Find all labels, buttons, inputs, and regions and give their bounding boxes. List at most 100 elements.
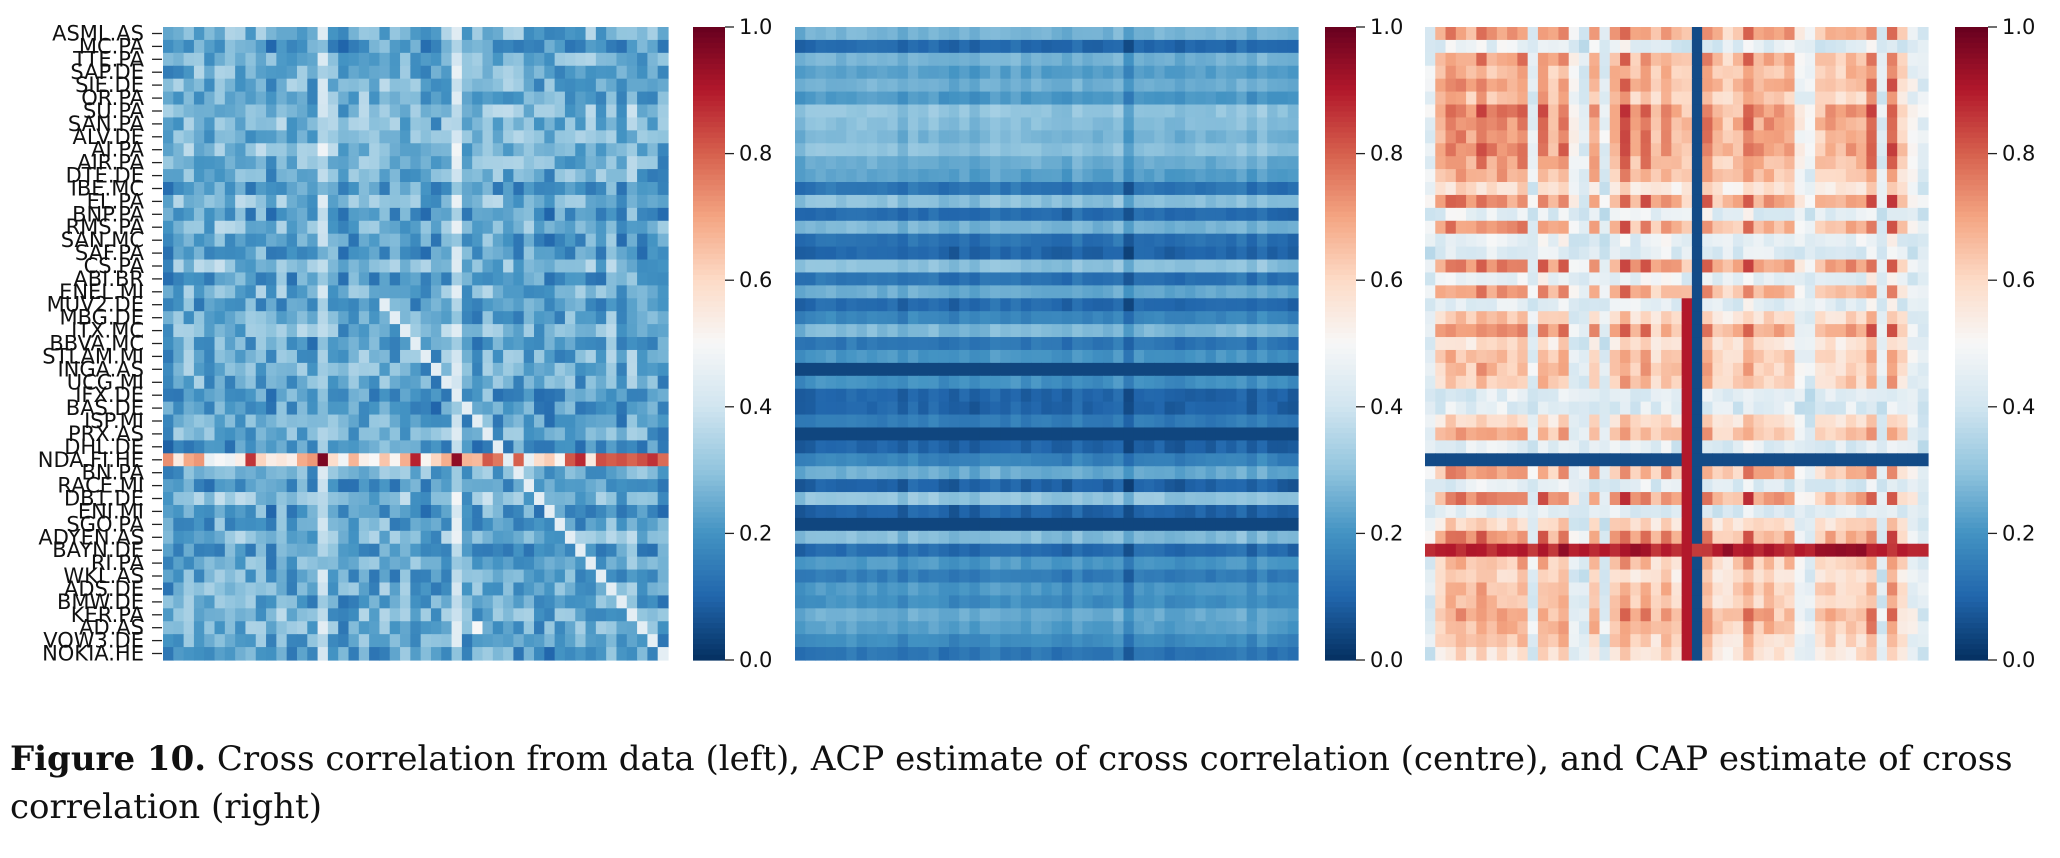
- heatmap-cell: [1267, 582, 1279, 597]
- heatmap-cell: [907, 569, 919, 584]
- heatmap-cell: [805, 272, 817, 286]
- heatmap-cell: [369, 220, 381, 235]
- heatmap-cell: [990, 27, 1001, 41]
- colorbar-segment: [693, 190, 725, 197]
- heatmap-cell: [369, 246, 381, 261]
- colorbar-segment: [693, 570, 725, 577]
- heatmap-cell: [379, 414, 391, 429]
- heatmap-cell: [969, 324, 981, 338]
- heatmap-cell: [235, 362, 247, 377]
- heatmap-cell: [907, 556, 919, 571]
- heatmap-cell: [1031, 556, 1042, 571]
- heatmap-cell: [1123, 78, 1135, 93]
- heatmap-cell: [327, 130, 339, 144]
- heatmap-cell: [1195, 27, 1207, 41]
- heatmap-cell: [1061, 156, 1073, 170]
- heatmap-cell: [1133, 78, 1145, 93]
- heatmap-cell: [554, 298, 566, 312]
- heatmap-cell: [1154, 530, 1166, 545]
- heatmap-cell: [1246, 246, 1258, 261]
- y-tick-label: RMS.PA: [66, 215, 145, 239]
- heatmap-cell: [1144, 401, 1155, 416]
- heatmap-cell: [544, 401, 556, 416]
- heatmap-cell: [482, 207, 494, 222]
- heatmap-cell: [1277, 27, 1289, 41]
- heatmap-cell: [1236, 207, 1248, 222]
- heatmap-cell: [815, 311, 827, 325]
- heatmap-cell: [626, 608, 638, 622]
- heatmap-cell: [235, 634, 247, 648]
- heatmap-cell: [307, 427, 319, 441]
- heatmap-cell: [907, 440, 919, 454]
- heatmap-cell: [1287, 117, 1299, 131]
- heatmap-cell: [461, 453, 473, 467]
- heatmap-cell: [907, 362, 919, 377]
- heatmap-cell: [1195, 233, 1207, 248]
- heatmap-cell: [183, 104, 195, 119]
- heatmap-cell: [193, 595, 205, 609]
- heatmap-cell: [204, 272, 216, 286]
- heatmap-cell: [1246, 530, 1258, 545]
- heatmap-cell: [163, 27, 174, 41]
- heatmap-cell: [1267, 569, 1279, 584]
- heatmap-cell: [626, 39, 638, 54]
- heatmap-cell: [606, 27, 618, 41]
- heatmap-cell: [193, 504, 205, 519]
- heatmap-cell: [616, 569, 628, 584]
- heatmap-cell: [410, 401, 422, 416]
- heatmap-cell: [595, 311, 607, 325]
- heatmap-cell: [1123, 543, 1135, 558]
- heatmap-cell: [255, 324, 267, 338]
- heatmap-cell: [1164, 117, 1176, 131]
- heatmap-cell: [856, 39, 868, 54]
- heatmap-cell: [163, 272, 174, 286]
- heatmap-cell: [1154, 479, 1166, 493]
- heatmap-cell: [877, 466, 888, 480]
- heatmap-cell: [544, 453, 556, 467]
- heatmap-cell: [554, 621, 566, 635]
- heatmap-cell: [877, 233, 888, 248]
- heatmap-cell: [856, 414, 868, 429]
- heatmap-cell: [1072, 298, 1084, 312]
- heatmap-cell: [472, 78, 484, 93]
- y-tick-label: ABI.BR: [73, 267, 144, 291]
- heatmap-cell: [410, 130, 422, 144]
- heatmap-cell: [657, 362, 669, 377]
- heatmap-cell: [286, 453, 298, 467]
- heatmap-cell: [410, 143, 422, 157]
- heatmap-cell: [1195, 582, 1207, 597]
- heatmap-cell: [358, 65, 370, 80]
- heatmap-cell: [482, 65, 494, 80]
- heatmap-cell: [815, 479, 827, 493]
- heatmap-cell: [482, 453, 494, 467]
- heatmap-cell: [348, 375, 360, 390]
- heatmap-cell: [585, 440, 597, 454]
- heatmap-cell: [1185, 453, 1196, 467]
- heatmap-cell: [245, 246, 257, 261]
- heatmap-cell: [400, 65, 411, 80]
- heatmap-cell: [938, 233, 950, 248]
- heatmap-cell: [1020, 530, 1032, 545]
- heatmap-cell: [410, 362, 422, 377]
- heatmap-cell: [183, 324, 195, 338]
- heatmap-cell: [193, 466, 205, 480]
- heatmap-cell: [338, 324, 350, 338]
- heatmap-cell: [358, 349, 370, 364]
- heatmap-cell: [379, 349, 391, 364]
- heatmap-cell: [266, 207, 277, 222]
- heatmap-cell: [348, 182, 360, 196]
- colorbar-segment: [693, 406, 725, 413]
- heatmap-cell: [266, 634, 277, 648]
- heatmap-cell: [513, 91, 525, 106]
- colorbar-segment: [693, 100, 725, 107]
- heatmap-cell: [938, 220, 950, 235]
- heatmap-cell: [400, 78, 411, 93]
- heatmap-cell: [825, 543, 837, 558]
- heatmap-cell: [979, 466, 991, 480]
- heatmap-cell: [317, 207, 329, 222]
- heatmap-cell: [1000, 233, 1012, 248]
- heatmap-cell: [1185, 414, 1196, 429]
- heatmap-cell: [637, 453, 648, 467]
- heatmap-cell: [877, 272, 888, 286]
- heatmap-cell: [235, 259, 247, 274]
